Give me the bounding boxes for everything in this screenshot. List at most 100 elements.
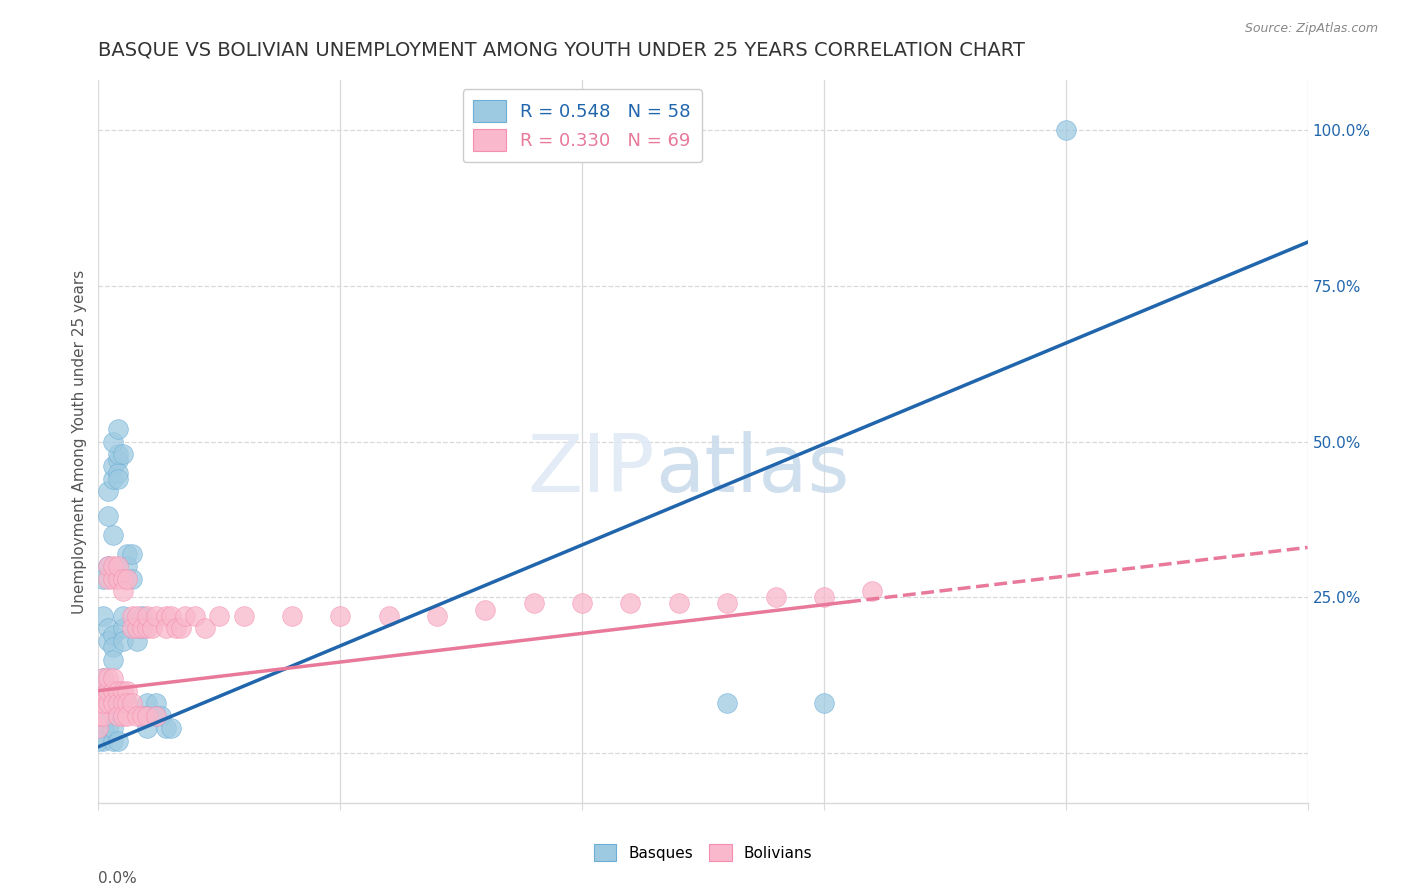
Point (111, 609, 134, 624)
Point (97, 559, 120, 574)
Point (91, 683, 114, 698)
Text: atlas: atlas (655, 432, 849, 509)
Point (668, 597, 690, 611)
Point (107, 708, 129, 723)
Point (107, 453, 129, 467)
Point (107, 466, 129, 480)
Point (117, 547, 139, 561)
Point (111, 447, 134, 461)
Point (145, 708, 167, 723)
Point (117, 559, 139, 574)
Point (97, 484, 120, 499)
Point (91, 683, 114, 698)
Point (111, 572, 134, 586)
Point (107, 447, 129, 461)
Point (97, 683, 120, 698)
Point (91, 572, 114, 586)
Point (426, 609, 449, 624)
Point (127, 621, 149, 635)
Point (135, 621, 157, 635)
Point (131, 621, 153, 635)
Point (101, 472, 124, 486)
Point (111, 633, 134, 648)
Point (1054, 123, 1077, 137)
Point (160, 609, 183, 624)
Text: BASQUE VS BOLIVIAN UNEMPLOYMENT AMONG YOUTH UNDER 25 YEARS CORRELATION CHART: BASQUE VS BOLIVIAN UNEMPLOYMENT AMONG YO… (98, 40, 1025, 59)
Point (101, 671, 124, 685)
Point (107, 422, 129, 436)
Point (107, 572, 129, 586)
Point (101, 434, 124, 449)
Point (121, 621, 143, 635)
Point (860, 584, 883, 599)
Point (111, 696, 134, 710)
Point (121, 547, 143, 561)
Point (141, 621, 163, 635)
Point (131, 621, 153, 635)
Point (107, 472, 129, 486)
Point (377, 609, 399, 624)
Point (101, 640, 124, 654)
Point (127, 609, 149, 624)
Point (87, 708, 110, 723)
Point (117, 572, 139, 586)
Point (174, 609, 197, 624)
Point (160, 721, 183, 735)
Text: ZIP: ZIP (527, 432, 655, 509)
Point (97, 509, 120, 524)
Point (107, 696, 129, 710)
Point (97, 671, 120, 685)
Point (111, 708, 134, 723)
Point (135, 696, 157, 710)
Point (97, 721, 120, 735)
Point (127, 621, 149, 635)
Point (97, 696, 120, 710)
Point (111, 584, 134, 599)
Point (135, 609, 157, 624)
Point (145, 609, 167, 624)
Legend: Basques, Bolivians: Basques, Bolivians (588, 838, 818, 867)
Point (571, 597, 593, 611)
Point (87, 721, 110, 735)
Point (91, 708, 114, 723)
Point (101, 652, 124, 666)
Point (619, 597, 641, 611)
Point (107, 559, 129, 574)
Point (107, 733, 129, 747)
Point (813, 591, 835, 605)
Point (101, 459, 124, 474)
Point (101, 696, 124, 710)
Point (107, 683, 129, 698)
Text: 0.0%: 0.0% (98, 871, 138, 887)
Point (127, 708, 149, 723)
Point (97, 621, 120, 635)
Point (135, 708, 157, 723)
Point (91, 708, 114, 723)
Point (97, 708, 120, 723)
Point (169, 621, 191, 635)
Point (716, 696, 738, 710)
Point (117, 696, 139, 710)
Y-axis label: Unemployment Among Youth under 25 years: Unemployment Among Youth under 25 years (72, 269, 87, 614)
Point (155, 609, 177, 624)
Point (716, 597, 738, 611)
Point (135, 721, 157, 735)
Point (97, 559, 120, 574)
Point (87, 721, 110, 735)
Point (208, 609, 231, 624)
Point (127, 633, 149, 648)
Point (150, 708, 173, 723)
Point (87, 696, 110, 710)
Point (91, 696, 114, 710)
Point (97, 696, 120, 710)
Point (101, 627, 124, 641)
Point (91, 671, 114, 685)
Point (117, 683, 139, 698)
Point (155, 721, 177, 735)
Point (121, 572, 143, 586)
Point (117, 708, 139, 723)
Point (131, 708, 153, 723)
Point (97, 633, 120, 648)
Point (135, 708, 157, 723)
Point (121, 696, 143, 710)
